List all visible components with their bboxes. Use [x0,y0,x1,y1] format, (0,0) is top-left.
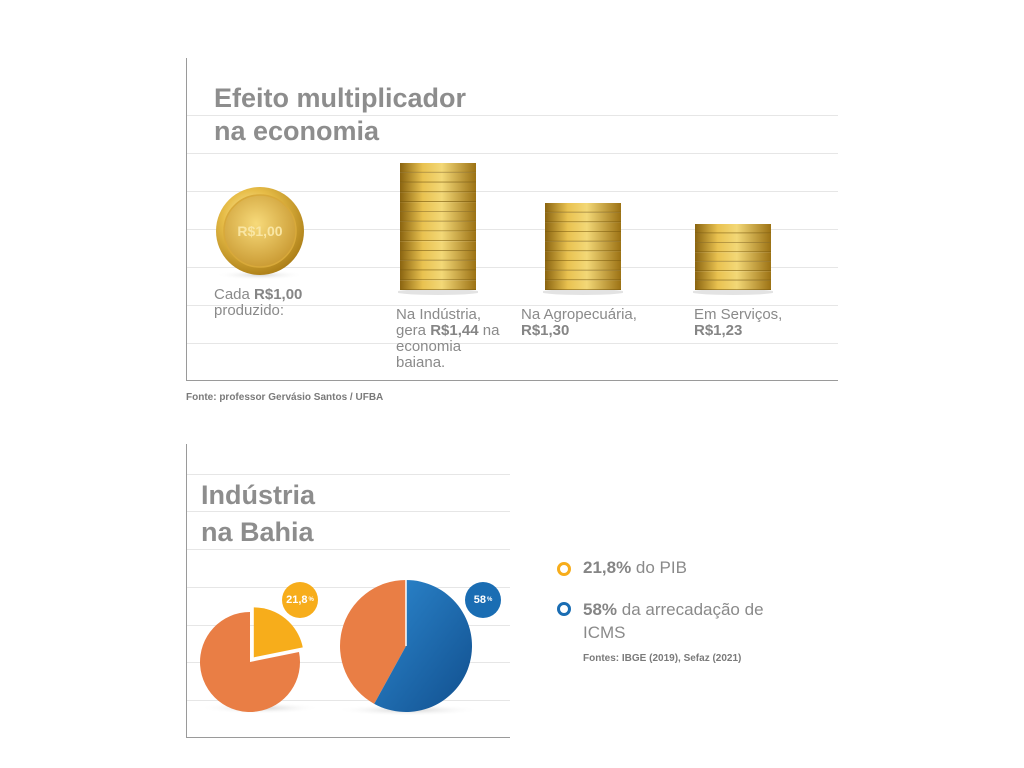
bar-agropecuaria [543,203,623,295]
coin-layer [400,172,476,183]
coin-layer [545,241,621,252]
coin-layer [400,211,476,222]
coin-text: R$1,00 [237,223,282,239]
gridline [187,343,838,344]
value-agropecuaria: R$1,30 [521,322,570,339]
label-servicos: Em Serviços, R$1,23 [694,306,783,339]
legend-icms: 58% da arrecadação de ICMS [583,600,764,642]
pie-slice-pib [253,607,303,658]
chart-title-line2: na economia [214,116,380,146]
source-note: Fontes: IBGE (2019), Sefaz (2021) [583,653,742,664]
pie-slice-rest [200,612,300,712]
badge-icms: 58% [465,582,501,618]
chart-title: Indústria na Bahia [201,477,315,551]
pie-charts [200,580,480,716]
coin-layer [400,280,476,290]
label-base: Cada R$1,00 produzido: [214,286,303,319]
coin-icon: R$1,00 [216,187,304,280]
coin-layer [400,163,476,173]
coin-layer [695,280,771,290]
gridline [187,700,510,701]
coin-layer [400,231,476,242]
badge-pib: 21,8% [282,582,318,618]
gridline [187,191,838,192]
gridline [187,305,838,306]
coin-layer [545,203,621,213]
coin-layer [400,202,476,212]
label-industria: Na Indústria, gera R$1,44 na economia ba… [396,306,500,371]
coin-layer [695,224,771,234]
gridline [187,229,838,230]
value-industria: R$1,44 [430,322,479,339]
bar-servicos [693,224,773,295]
chart-title-line2: na Bahia [201,517,314,547]
gridline [187,115,838,116]
x-axis-line [186,737,510,738]
pie-pib [200,607,303,712]
label-agropecuaria: Na Agropecuária, R$1,30 [521,306,637,339]
coin-layer [695,233,771,243]
coin-layer [400,260,476,271]
legend-pib: 21,8% do PIB [583,558,687,577]
coin-layer [545,261,621,271]
pie-icms [340,580,472,712]
coin-layer [545,232,621,242]
coin-layer [695,252,771,262]
bar-industria [398,163,478,295]
coin-layer [545,251,621,261]
coin-layer [400,182,476,193]
coin-layer [545,222,621,232]
gridline [187,267,838,268]
gridline [187,511,510,512]
gridline [187,587,510,588]
source-note: Fonte: professor Gervásio Santos / UFBA [186,392,384,403]
coin-layer [695,261,771,272]
y-axis-line [186,444,187,737]
coin-layer [545,280,621,290]
pie-slice-rest [340,580,406,704]
coin-layer [400,241,476,251]
chart-title-line1: Efeito multiplicador [214,83,467,113]
legend-dot-icms [557,602,571,616]
legend-dot-pib [557,562,571,576]
gridline [187,474,510,475]
chart-title-line1: Indústria [201,480,316,510]
coin-layer [400,192,476,203]
chart-title: Efeito multiplicador na economia [214,82,466,148]
coin-layer [695,271,771,281]
x-axis-line [186,380,838,381]
pie-slice-icms [374,580,472,712]
value-base: R$1,00 [254,286,303,303]
gridline [187,153,838,154]
coin-layer [695,242,771,253]
y-axis-line [186,58,187,381]
coin-layer [545,212,621,223]
coin-layer [400,270,476,281]
gridline [187,549,510,550]
coin-layer [400,250,476,261]
value-servicos: R$1,23 [694,322,743,339]
coin-layer [545,270,621,281]
coin-layer [400,221,476,232]
